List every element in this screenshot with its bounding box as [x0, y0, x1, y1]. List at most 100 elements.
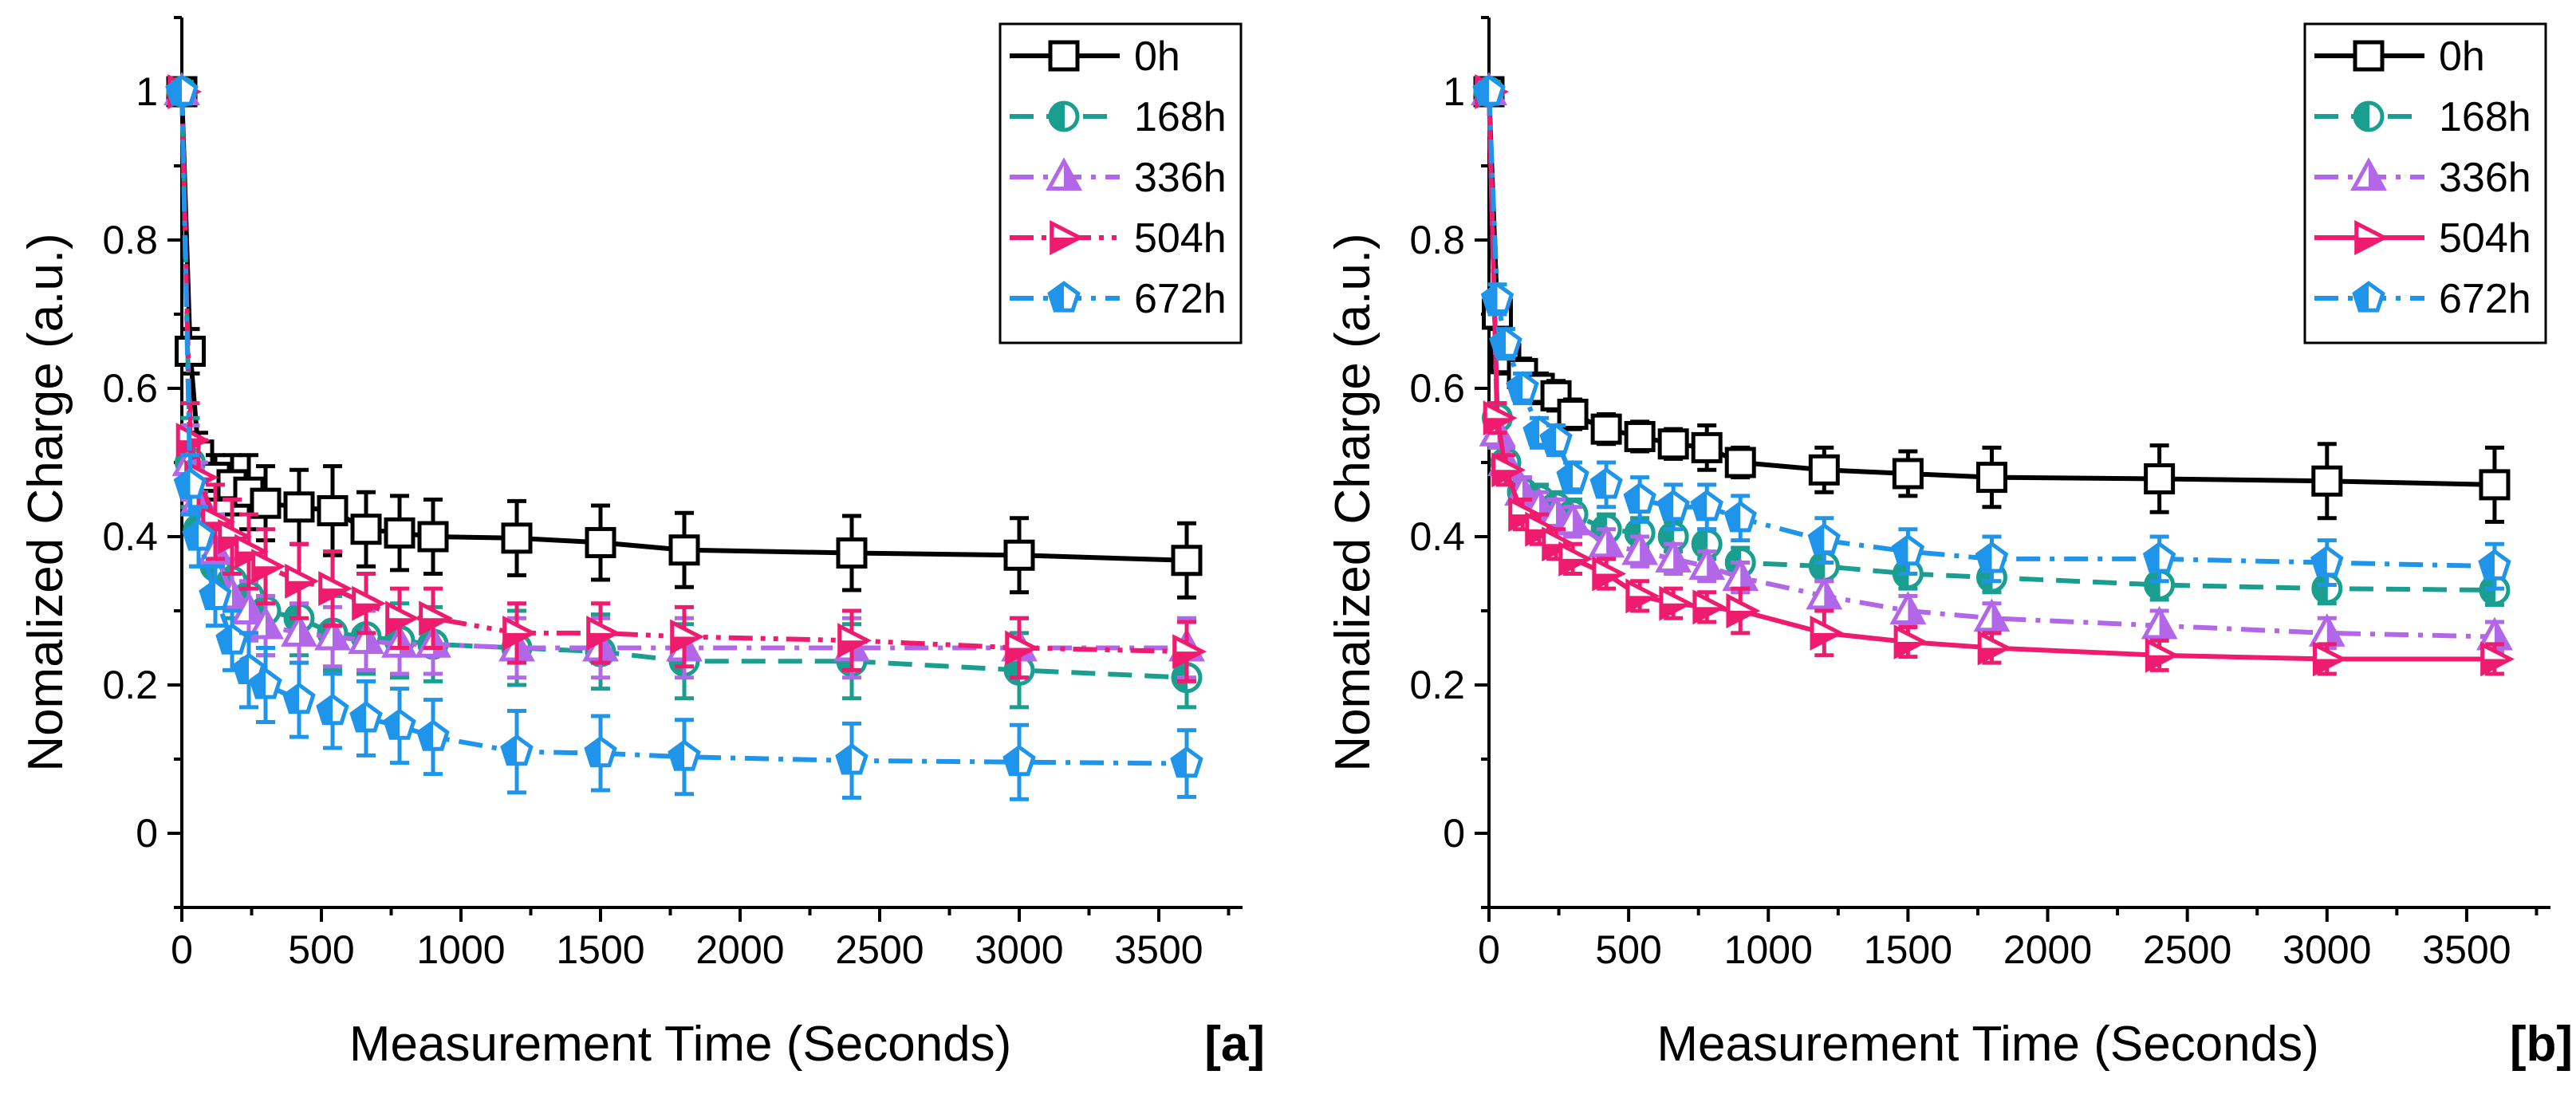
data-point-504h-fill — [672, 636, 700, 651]
data-point-504h-fill — [1627, 596, 1656, 611]
data-point-672h-fill — [1172, 748, 1187, 776]
data-point-672h-fill — [184, 522, 199, 549]
x-tick-label: 500 — [1595, 927, 1661, 972]
data-point-0h — [501, 522, 533, 554]
data-point-504h-fill — [1727, 611, 1756, 625]
data-point-0h — [1808, 454, 1840, 486]
legend-marker-168h-fill — [2354, 101, 2369, 132]
legend: 0h 168h 336h 504h 672h — [2303, 22, 2547, 344]
data-point-672h-fill — [1893, 536, 1908, 564]
data-point-672h-fill — [175, 470, 191, 497]
series-line-504h — [179, 91, 1188, 655]
data-point-336h-fill — [1673, 543, 1688, 571]
data-point-336h-fill — [2494, 621, 2510, 648]
legend-marker-672h-fill — [1050, 283, 1064, 311]
x-tick-label: 2500 — [835, 927, 924, 972]
data-point-0h — [250, 487, 282, 519]
data-point-672h-fill — [502, 737, 517, 764]
data-point-672h-fill — [251, 670, 266, 698]
data-point-504h-fill — [1174, 651, 1203, 666]
data-point-504h-fill — [1593, 573, 1622, 588]
legend-marker-168h-fill — [1050, 101, 1065, 132]
data-point-504h-fill — [353, 603, 382, 618]
y-tick-label: 0.2 — [1409, 663, 1465, 707]
legend-marker-336h-fill — [1064, 161, 1079, 189]
y-tick-label: 1 — [136, 69, 158, 114]
data-point-672h-fill — [285, 684, 299, 712]
data-point-504h-fill — [1560, 558, 1589, 573]
x-tick-label: 1500 — [556, 927, 644, 972]
legend-box — [2303, 22, 2547, 344]
legend-label-336h: 336h — [1134, 155, 1227, 201]
data-point-504h-fill — [588, 632, 616, 647]
data-point-504h-fill — [219, 537, 248, 551]
x-axis-title: Measurement Time (Seconds) — [349, 1017, 1011, 1072]
data-point-504h-fill — [1493, 470, 1522, 485]
data-point-672h-fill — [419, 722, 433, 750]
data-point-672h-fill — [2145, 544, 2160, 571]
legend-marker-672h-fill — [2354, 283, 2369, 311]
x-tick-label: 2500 — [2143, 927, 2231, 972]
data-point-0h — [1975, 462, 2007, 494]
data-point-672h-fill — [2312, 547, 2327, 575]
data-point-0h — [283, 491, 315, 523]
x-tick-label: 3500 — [2422, 927, 2511, 972]
legend-label-672h: 672h — [1134, 276, 1227, 322]
data-point-672h-fill — [234, 655, 249, 683]
data-point-504h-fill — [320, 588, 349, 603]
data-point-672h-fill — [1558, 462, 1574, 490]
y-axis-title: Nomalized Charge (a.u.) — [1325, 233, 1381, 771]
data-point-336h-fill — [1640, 536, 1655, 564]
data-point-672h-fill — [385, 710, 400, 738]
data-point-336h-fill — [1908, 595, 1924, 623]
y-tick-label: 0.6 — [1409, 366, 1465, 411]
data-point-672h-fill — [1483, 284, 1498, 312]
data-point-0h — [836, 537, 868, 569]
y-tick-label: 0 — [1443, 811, 1465, 856]
y-tick-label: 1 — [1443, 69, 1465, 114]
legend-label-0h: 0h — [2439, 33, 2485, 80]
y-tick-label: 0.4 — [102, 514, 158, 559]
data-point-672h-fill — [2480, 551, 2495, 579]
data-point-504h-fill — [420, 618, 449, 633]
data-point-504h-fill — [1694, 607, 1723, 622]
data-point-0h — [1590, 413, 1622, 445]
legend-label-0h: 0h — [1134, 33, 1180, 80]
data-point-336h-fill — [1573, 506, 1588, 533]
data-point-504h-fill — [387, 618, 416, 633]
series-672h — [1472, 74, 2511, 591]
data-point-504h-fill — [1979, 647, 2008, 663]
y-tick-label: 0.2 — [102, 663, 158, 707]
data-point-336h-fill — [1824, 580, 1840, 608]
x-tick-label: 1000 — [416, 927, 505, 972]
x-tick-label: 2000 — [695, 927, 784, 972]
data-point-0h — [317, 494, 349, 526]
legend-label-504h: 504h — [2439, 215, 2531, 262]
data-point-0h — [1691, 431, 1723, 463]
data-point-672h-fill — [1659, 492, 1674, 519]
x-tick-label: 1000 — [1724, 927, 1813, 972]
data-point-672h-fill — [318, 695, 333, 723]
x-tick-label: 0 — [171, 927, 193, 972]
data-point-672h-fill — [1542, 425, 1557, 453]
data-point-0h — [1171, 545, 1203, 577]
y-tick-label: 0.8 — [1409, 218, 1465, 262]
data-point-672h-fill — [1625, 484, 1641, 512]
data-point-336h-fill — [1606, 528, 1621, 556]
data-point-504h-fill — [2147, 655, 2176, 670]
y-tick-label: 0.6 — [102, 366, 158, 411]
series-0h — [166, 76, 1203, 600]
legend-marker-336h-fill — [2369, 161, 2384, 189]
data-point-0h — [417, 521, 449, 553]
data-point-672h-fill — [670, 742, 684, 769]
data-point-0h — [384, 517, 416, 549]
data-point-672h-fill — [1726, 503, 1741, 530]
legend-marker-0h — [1048, 40, 1080, 72]
x-tick-label: 0 — [1478, 927, 1500, 972]
data-point-672h-fill — [1475, 77, 1489, 104]
legend-marker-504h-fill — [2356, 238, 2385, 252]
legend-marker-0h — [2353, 40, 2385, 72]
data-point-504h-fill — [1896, 642, 1924, 656]
